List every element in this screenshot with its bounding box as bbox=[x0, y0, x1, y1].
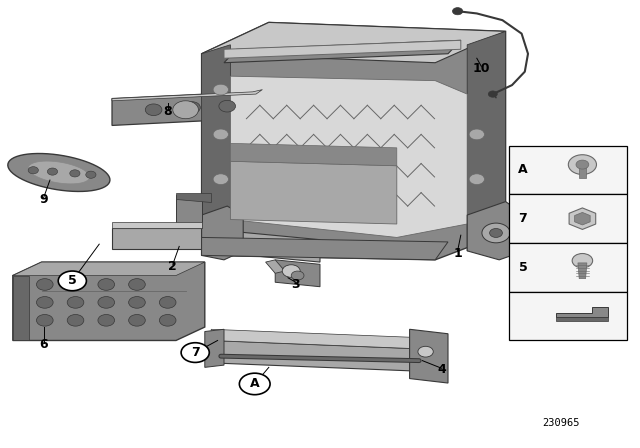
Polygon shape bbox=[211, 329, 435, 349]
Circle shape bbox=[181, 343, 209, 362]
Text: 1: 1 bbox=[453, 246, 462, 260]
Polygon shape bbox=[556, 317, 608, 321]
Circle shape bbox=[282, 265, 300, 277]
Circle shape bbox=[129, 314, 145, 326]
Polygon shape bbox=[230, 143, 397, 166]
Circle shape bbox=[572, 254, 593, 268]
Text: 4: 4 bbox=[437, 363, 446, 376]
Circle shape bbox=[58, 271, 86, 291]
Polygon shape bbox=[467, 31, 506, 251]
Text: 7: 7 bbox=[191, 346, 200, 359]
FancyBboxPatch shape bbox=[509, 194, 627, 243]
Text: 7: 7 bbox=[518, 212, 527, 225]
Polygon shape bbox=[230, 76, 467, 237]
Polygon shape bbox=[202, 228, 320, 262]
Circle shape bbox=[67, 314, 84, 326]
Polygon shape bbox=[112, 228, 202, 249]
Polygon shape bbox=[202, 22, 506, 260]
Circle shape bbox=[36, 279, 53, 290]
Circle shape bbox=[86, 171, 96, 178]
Circle shape bbox=[213, 174, 228, 185]
Polygon shape bbox=[13, 276, 29, 340]
Polygon shape bbox=[176, 195, 202, 228]
Polygon shape bbox=[8, 154, 110, 191]
Text: 5: 5 bbox=[518, 261, 527, 274]
Circle shape bbox=[36, 297, 53, 308]
Circle shape bbox=[98, 279, 115, 290]
Circle shape bbox=[213, 84, 228, 95]
Polygon shape bbox=[202, 237, 448, 260]
FancyBboxPatch shape bbox=[509, 292, 627, 340]
Circle shape bbox=[70, 170, 80, 177]
Circle shape bbox=[469, 174, 484, 185]
Polygon shape bbox=[176, 193, 211, 202]
Circle shape bbox=[219, 100, 236, 112]
Polygon shape bbox=[13, 262, 205, 340]
Text: 10: 10 bbox=[472, 61, 490, 75]
Circle shape bbox=[28, 167, 38, 174]
Circle shape bbox=[36, 314, 53, 326]
Polygon shape bbox=[230, 161, 397, 224]
Polygon shape bbox=[224, 40, 461, 63]
Circle shape bbox=[418, 346, 433, 357]
FancyBboxPatch shape bbox=[509, 146, 627, 194]
Circle shape bbox=[173, 101, 198, 119]
Text: 6: 6 bbox=[39, 338, 48, 352]
Polygon shape bbox=[202, 45, 230, 255]
Polygon shape bbox=[578, 263, 587, 279]
Polygon shape bbox=[202, 22, 506, 63]
Text: 9: 9 bbox=[39, 193, 48, 206]
Circle shape bbox=[568, 155, 596, 174]
Circle shape bbox=[145, 104, 162, 116]
Circle shape bbox=[47, 168, 58, 175]
Polygon shape bbox=[13, 262, 205, 276]
Circle shape bbox=[159, 297, 176, 308]
Circle shape bbox=[98, 314, 115, 326]
Circle shape bbox=[129, 297, 145, 308]
Polygon shape bbox=[467, 202, 525, 260]
Polygon shape bbox=[112, 222, 202, 228]
Circle shape bbox=[129, 279, 145, 290]
Polygon shape bbox=[266, 260, 285, 273]
Polygon shape bbox=[410, 329, 448, 383]
Circle shape bbox=[159, 314, 176, 326]
FancyBboxPatch shape bbox=[509, 243, 627, 292]
Polygon shape bbox=[579, 166, 586, 178]
Polygon shape bbox=[205, 329, 224, 367]
Polygon shape bbox=[569, 208, 596, 229]
Circle shape bbox=[488, 91, 497, 97]
Circle shape bbox=[452, 8, 463, 15]
Text: 2: 2 bbox=[168, 260, 177, 273]
Circle shape bbox=[213, 129, 228, 140]
Polygon shape bbox=[275, 260, 320, 287]
Polygon shape bbox=[224, 40, 461, 58]
Circle shape bbox=[67, 279, 84, 290]
Polygon shape bbox=[211, 340, 435, 372]
Circle shape bbox=[239, 373, 270, 395]
Circle shape bbox=[291, 271, 304, 280]
Text: 230965: 230965 bbox=[543, 418, 580, 428]
Circle shape bbox=[490, 228, 502, 237]
Polygon shape bbox=[112, 90, 262, 101]
Text: 3: 3 bbox=[291, 278, 300, 291]
Polygon shape bbox=[112, 90, 262, 125]
Circle shape bbox=[576, 160, 589, 169]
Polygon shape bbox=[575, 212, 590, 225]
Circle shape bbox=[67, 297, 84, 308]
Polygon shape bbox=[556, 307, 608, 317]
Text: A: A bbox=[250, 377, 260, 391]
Text: 8: 8 bbox=[163, 104, 172, 118]
Circle shape bbox=[482, 223, 510, 243]
Circle shape bbox=[184, 102, 200, 113]
Polygon shape bbox=[28, 161, 90, 184]
Text: A: A bbox=[518, 164, 528, 177]
Polygon shape bbox=[202, 206, 243, 260]
Circle shape bbox=[98, 297, 115, 308]
Circle shape bbox=[469, 129, 484, 140]
Text: 5: 5 bbox=[68, 274, 77, 288]
